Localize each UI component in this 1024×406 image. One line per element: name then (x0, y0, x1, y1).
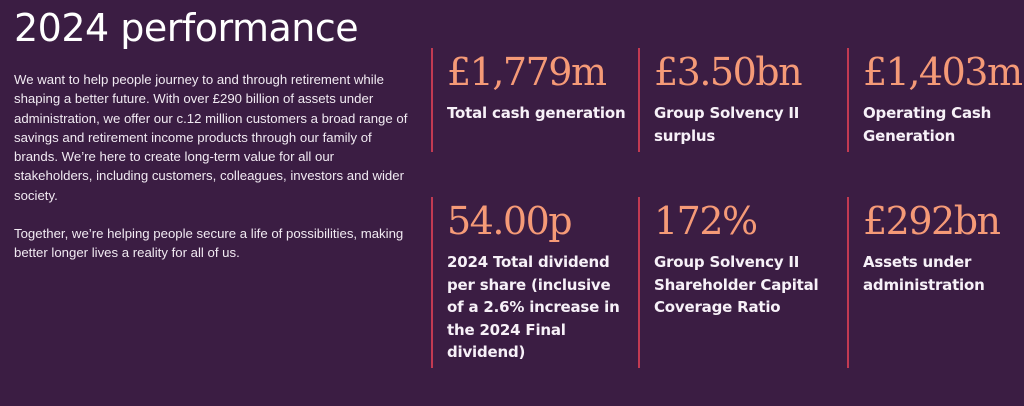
intro-paragraph-1: We want to help people journey to and th… (14, 72, 408, 203)
stat-capital-coverage-ratio: 172% Group Solvency II Shareholder Capit… (638, 197, 838, 368)
stat-value: £1,779m (447, 50, 607, 94)
intro-paragraph-2: Together, we’re helping people secure a … (14, 226, 404, 261)
stat-operating-cash-generation: £1,403m Operating Cash Generation (847, 48, 1024, 152)
stat-label: 2024 Total dividend per share (inclusive… (447, 253, 620, 362)
stat-group-solvency-surplus: £3.50bn Group Solvency II surplus (638, 48, 838, 152)
stat-label: Total cash generation (447, 104, 626, 122)
stat-assets-under-administration: £292bn Assets under administration (847, 197, 1024, 368)
stat-total-dividend: 54.00p 2024 Total dividend per share (in… (431, 197, 631, 368)
stat-value: 172% (654, 199, 758, 243)
stat-value: 54.00p (447, 199, 573, 243)
intro-text: We want to help people journey to and th… (14, 70, 414, 282)
stat-value: £3.50bn (654, 50, 803, 94)
stat-value: £292bn (863, 199, 1001, 243)
stat-total-cash-generation: £1,779m Total cash generation (431, 48, 631, 152)
stat-value: £1,403m (863, 50, 1023, 94)
stat-label: Group Solvency II surplus (654, 104, 800, 145)
stat-label: Assets under administration (863, 253, 985, 294)
page-title: 2024 performance (14, 6, 359, 50)
stat-label: Group Solvency II Shareholder Capital Co… (654, 253, 819, 317)
stat-label: Operating Cash Generation (863, 104, 992, 145)
